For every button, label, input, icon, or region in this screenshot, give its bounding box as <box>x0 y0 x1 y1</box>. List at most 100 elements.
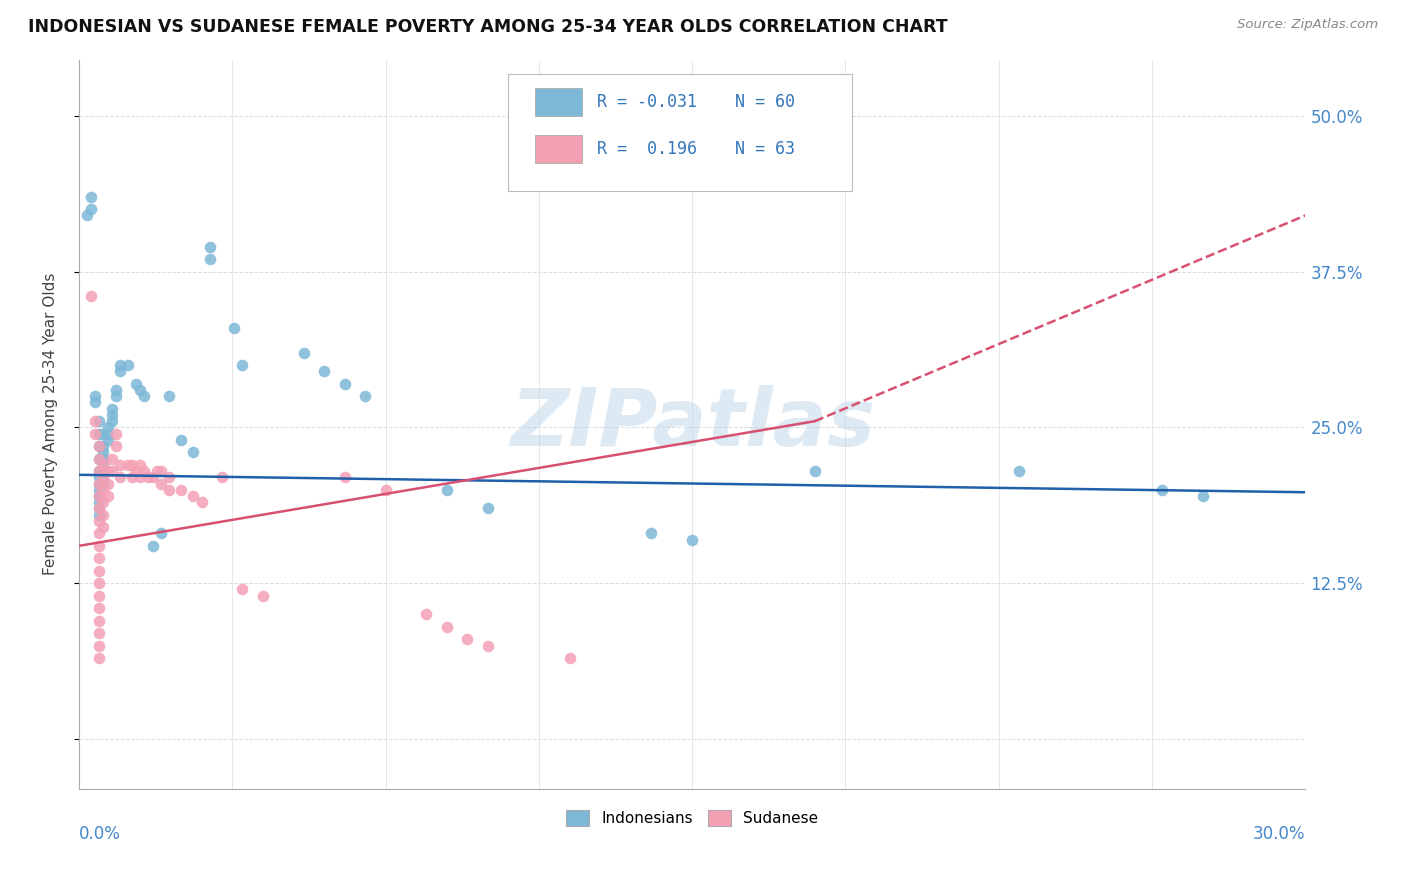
Text: INDONESIAN VS SUDANESE FEMALE POVERTY AMONG 25-34 YEAR OLDS CORRELATION CHART: INDONESIAN VS SUDANESE FEMALE POVERTY AM… <box>28 18 948 36</box>
Point <box>89 451 111 466</box>
Point <box>134 389 156 403</box>
Point <box>121 458 143 472</box>
Legend: Indonesians, Sudanese: Indonesians, Sudanese <box>560 805 824 832</box>
Point <box>93 483 115 497</box>
Point <box>89 614 111 628</box>
Point <box>477 501 499 516</box>
Point <box>89 576 111 591</box>
Point <box>183 489 205 503</box>
Point <box>198 252 221 266</box>
Point <box>104 426 127 441</box>
Point <box>84 395 107 409</box>
Point <box>157 470 180 484</box>
Point <box>108 364 131 378</box>
Point <box>314 364 336 378</box>
Point <box>117 358 139 372</box>
Point <box>89 464 111 478</box>
Point <box>170 433 193 447</box>
Point <box>80 289 103 303</box>
Point <box>93 470 115 484</box>
Point <box>89 639 111 653</box>
Text: R = -0.031: R = -0.031 <box>596 93 696 111</box>
Point <box>415 607 437 622</box>
Point <box>89 651 111 665</box>
Point <box>93 495 115 509</box>
Point <box>640 526 662 541</box>
Point <box>100 408 122 422</box>
Point <box>804 464 827 478</box>
Point <box>149 476 172 491</box>
Point <box>97 426 120 441</box>
Point <box>100 414 122 428</box>
Point <box>117 458 139 472</box>
Point <box>190 495 212 509</box>
Point <box>93 426 115 441</box>
Text: 0.0%: 0.0% <box>79 825 121 844</box>
Point <box>104 439 127 453</box>
Point <box>89 476 111 491</box>
Point <box>456 632 478 647</box>
Point <box>129 470 152 484</box>
Text: Source: ZipAtlas.com: Source: ZipAtlas.com <box>1237 18 1378 31</box>
Point <box>89 526 111 541</box>
Point <box>89 626 111 640</box>
Point <box>138 470 160 484</box>
Point <box>100 451 122 466</box>
Point <box>436 620 458 634</box>
Point <box>89 489 111 503</box>
Point <box>157 483 180 497</box>
Point <box>89 508 111 522</box>
Point <box>89 470 111 484</box>
Y-axis label: Female Poverty Among 25-34 Year Olds: Female Poverty Among 25-34 Year Olds <box>44 273 58 575</box>
Point <box>80 190 103 204</box>
Point <box>93 520 115 534</box>
Point <box>129 458 152 472</box>
Point <box>558 651 581 665</box>
Point <box>97 489 120 503</box>
Point <box>374 483 396 497</box>
Point <box>333 470 356 484</box>
Point <box>108 358 131 372</box>
Point <box>129 383 152 397</box>
Point <box>1192 489 1215 503</box>
Point <box>149 464 172 478</box>
Point <box>93 445 115 459</box>
Point <box>125 464 148 478</box>
Point <box>211 470 233 484</box>
Point <box>1152 483 1174 497</box>
Text: 30.0%: 30.0% <box>1253 825 1305 844</box>
Point <box>89 601 111 615</box>
Point <box>170 483 193 497</box>
Point <box>477 639 499 653</box>
Point <box>97 476 120 491</box>
Text: N = 60: N = 60 <box>735 93 796 111</box>
Point <box>89 414 111 428</box>
Point <box>125 376 148 391</box>
Text: ZIPatlas: ZIPatlas <box>509 385 875 463</box>
Point <box>354 389 377 403</box>
Point <box>89 589 111 603</box>
Point <box>108 458 131 472</box>
Point <box>141 470 163 484</box>
Point <box>93 470 115 484</box>
Point <box>89 551 111 566</box>
FancyBboxPatch shape <box>508 74 852 191</box>
Point <box>108 470 131 484</box>
Point <box>104 383 127 397</box>
Point <box>100 464 122 478</box>
Point <box>436 483 458 497</box>
Point <box>149 526 172 541</box>
Point <box>89 439 111 453</box>
Point <box>89 426 111 441</box>
Point <box>224 320 246 334</box>
Text: N = 63: N = 63 <box>735 140 796 158</box>
Point <box>292 345 315 359</box>
Point <box>89 464 111 478</box>
Point <box>89 501 111 516</box>
Point <box>141 539 163 553</box>
Point <box>157 389 180 403</box>
Point <box>93 508 115 522</box>
Point <box>84 389 107 403</box>
Point <box>97 420 120 434</box>
Point <box>231 582 253 597</box>
